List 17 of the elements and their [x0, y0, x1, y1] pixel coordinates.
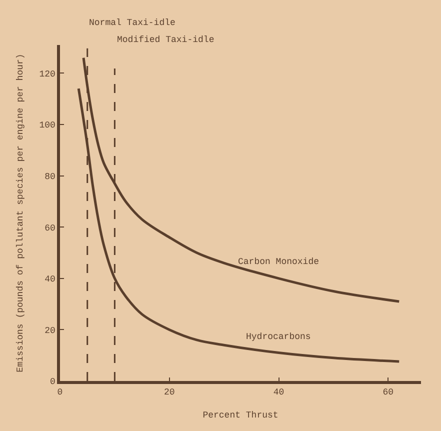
x-tick-label: 0: [57, 388, 63, 398]
series-label: Hydrocarbons: [246, 332, 311, 342]
y-tick-label: 80: [44, 172, 56, 182]
y-tick-label: 60: [44, 223, 56, 234]
y-axis-title: Emissions (pounds of pollutant species per engine per hour): [16, 54, 26, 372]
x-axis-title: Percent Thrust: [202, 410, 278, 420]
y-tick-label: 120: [39, 69, 56, 80]
ref-line-label: Normal Taxi-idle: [89, 18, 176, 28]
x-tick-label: 20: [164, 388, 175, 398]
y-tick-label: 40: [44, 274, 56, 285]
ref-line-label: Modified Taxi-idle: [117, 35, 214, 45]
x-tick-label: 40: [273, 388, 284, 398]
x-tick-label: 60: [382, 388, 394, 398]
y-tick-label: 20: [44, 326, 56, 336]
series-label: Carbon Monoxide: [238, 257, 320, 267]
y-tick-label: 0: [50, 377, 56, 388]
y-tick-label: 100: [39, 120, 56, 131]
